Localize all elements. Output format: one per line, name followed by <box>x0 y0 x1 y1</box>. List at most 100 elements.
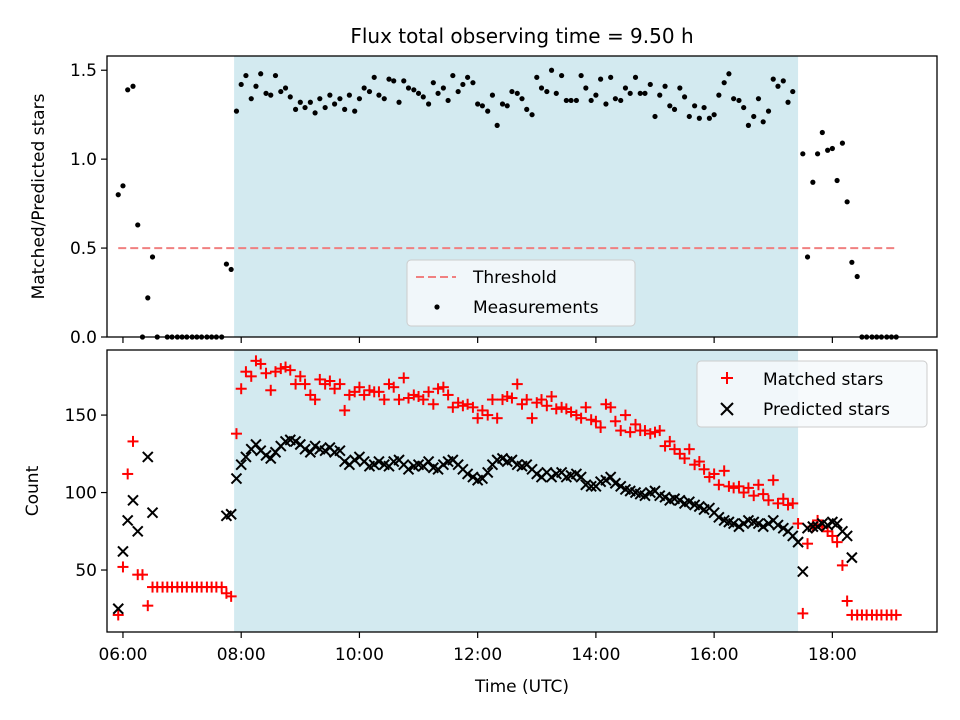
measurement-point <box>785 99 791 105</box>
predicted-star-point <box>639 489 651 502</box>
matched-star-point <box>526 412 538 424</box>
predicted-star-point <box>112 603 124 615</box>
predicted-star-point <box>482 466 494 479</box>
measurement-point <box>775 83 781 89</box>
measurement-point <box>662 83 668 89</box>
legend-matched-label: Matched stars <box>763 370 883 390</box>
matched-star-point <box>644 428 656 440</box>
bottom-y-tick-label: 150 <box>65 406 97 426</box>
predicted-star-point <box>585 480 597 493</box>
predicted-star-point <box>146 506 159 519</box>
measurement-point <box>721 80 727 86</box>
measurement-point <box>632 74 639 80</box>
measurement-point <box>686 113 692 120</box>
matched-star-point <box>580 401 592 413</box>
matched-star-point <box>679 452 691 464</box>
top-legend: Threshold Measurements <box>406 259 636 327</box>
measurement-point <box>598 76 604 82</box>
matched-star-point <box>235 383 247 395</box>
matched-star-points <box>112 355 902 621</box>
measurement-point <box>608 74 614 80</box>
measurement-point <box>342 106 348 112</box>
measurement-point <box>440 85 446 91</box>
measurement-point <box>120 183 126 189</box>
predicted-star-point <box>841 530 853 542</box>
measurement-point <box>844 199 850 205</box>
measurement-point <box>297 99 303 105</box>
matched-star-point <box>393 394 405 406</box>
matched-star-point <box>521 394 533 406</box>
predicted-star-point <box>240 451 252 463</box>
x-tick-label: 06:00 <box>98 645 147 665</box>
predicted-star-point <box>609 477 622 489</box>
predicted-star-point <box>792 536 804 548</box>
measurement-point <box>854 273 860 280</box>
measurement-point <box>519 96 525 102</box>
predicted-star-point <box>299 443 311 455</box>
measurement-point <box>411 87 417 93</box>
measurement-point <box>401 78 407 84</box>
measurement-point <box>331 101 338 107</box>
matched-star-point <box>112 609 124 621</box>
predicted-star-point <box>265 452 277 465</box>
matched-star-point <box>654 425 666 437</box>
bottom-panel: 50 100 150 06:00 08:00 10:00 12:00 14:00 16:00 1… <box>23 349 938 697</box>
matched-star-point <box>290 378 302 390</box>
matched-star-point <box>442 389 454 401</box>
predicted-star-point <box>757 520 769 533</box>
x-axis-label: Time (UTC) <box>474 677 569 697</box>
matched-star-point <box>585 414 597 426</box>
matched-star-point <box>683 443 695 455</box>
measurement-point <box>839 140 846 146</box>
measurement-point <box>317 96 323 102</box>
measurement-point <box>489 92 496 98</box>
predicted-star-point <box>132 525 144 537</box>
measurement-point <box>450 72 456 79</box>
measurement-point <box>741 104 747 111</box>
predicted-star-point <box>121 514 134 527</box>
matched-star-point <box>733 480 745 492</box>
measurement-point <box>696 115 702 121</box>
measurement-point <box>770 76 776 82</box>
bottom-y-tick-label: 100 <box>65 484 97 504</box>
measurement-point <box>588 97 594 104</box>
measurement-point <box>583 85 589 91</box>
bottom-x-axis-ticks: 06:00 08:00 10:00 12:00 14:00 16:00 18:00 <box>98 632 857 665</box>
top-y-tick-label: 1.0 <box>70 150 97 170</box>
measurement-point <box>548 67 555 73</box>
measurement-point <box>652 113 658 120</box>
measurement-point <box>504 103 510 109</box>
measurement-point <box>115 192 121 198</box>
measurement-point <box>568 97 574 104</box>
matched-star-point <box>265 384 277 396</box>
measurement-point <box>278 88 284 95</box>
measurement-point <box>760 119 766 125</box>
matched-star-point <box>230 428 242 440</box>
measurement-point <box>612 96 619 102</box>
measurement-point <box>849 259 855 265</box>
measurement-point <box>479 103 485 109</box>
measurement-point <box>391 78 397 84</box>
measurement-point <box>819 129 825 136</box>
measurement-point <box>381 96 387 102</box>
predicted-star-point <box>304 446 317 458</box>
matched-star-point <box>748 490 760 502</box>
measurement-point <box>524 106 530 112</box>
measurement-point <box>726 71 732 77</box>
measurement-point <box>228 266 234 273</box>
legend-matched-swatch <box>721 372 733 384</box>
predicted-star-point <box>373 455 385 468</box>
top-y-tick-label: 0.0 <box>70 328 97 348</box>
predicted-star-point <box>683 496 696 508</box>
measurement-point <box>647 81 653 88</box>
measurement-point <box>627 90 633 96</box>
measurement-point <box>603 101 609 107</box>
matched-star-point <box>437 381 449 393</box>
matched-star-point <box>605 401 617 413</box>
measurement-point <box>731 96 737 102</box>
matched-star-point <box>482 409 494 421</box>
measurement-point <box>287 94 293 100</box>
matched-star-point <box>763 494 775 506</box>
top-axes-frame <box>106 55 938 338</box>
